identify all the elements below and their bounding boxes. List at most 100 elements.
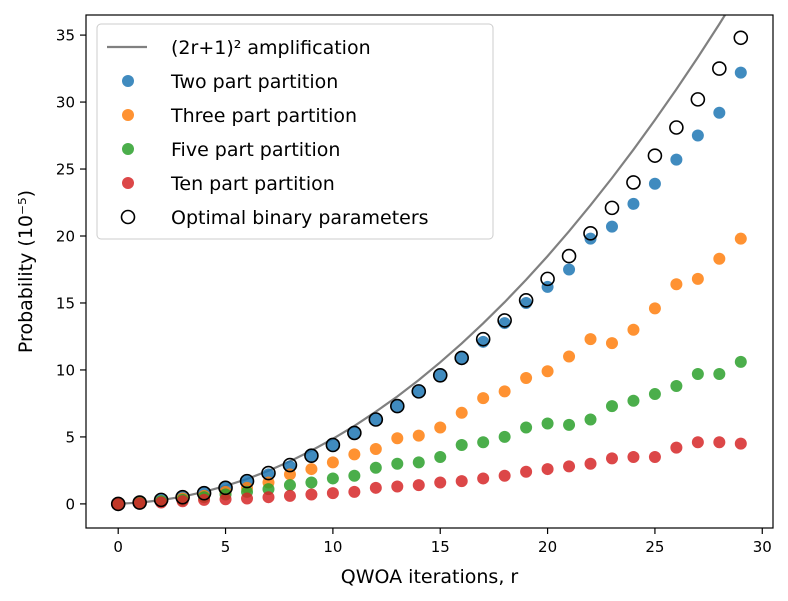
series-4-point: [391, 480, 404, 493]
series-2-point: [305, 463, 318, 476]
series-1-point: [455, 351, 468, 364]
optimal-point: [196, 485, 212, 501]
series-4-point: [262, 491, 275, 504]
series-3-point: [713, 367, 726, 380]
series-2-point: [434, 421, 447, 434]
y-tick-label: 35: [56, 27, 75, 45]
series-3-point: [369, 461, 382, 474]
optimal-point: [518, 292, 534, 308]
series-1-point: [605, 220, 618, 233]
series-4-point: [348, 485, 361, 498]
y-tick-label: 20: [56, 228, 75, 246]
optimal-point: [218, 480, 233, 496]
optimal-point: [733, 30, 749, 46]
optimal-point: [261, 465, 276, 481]
series-4-point: [584, 457, 597, 470]
series-3-point: [498, 430, 511, 443]
series-4-point: [498, 469, 511, 482]
optimal-point: [604, 200, 620, 216]
series-3-point: [584, 413, 597, 426]
series-4-point: [541, 463, 554, 476]
series-3-point: [734, 355, 747, 368]
series-1-point: [326, 438, 339, 451]
optimal-point: [454, 350, 470, 366]
series-1-point: [391, 400, 404, 413]
data-layer: [110, 15, 749, 512]
optimal-point: [282, 457, 298, 473]
series-2-point: [713, 252, 726, 265]
series-4-point: [455, 475, 468, 488]
series-2-point: [648, 302, 661, 315]
x-tick-label: 30: [753, 538, 772, 556]
series-4-point: [477, 472, 490, 485]
x-tick-label: 5: [221, 538, 231, 556]
legend-marker: [122, 177, 134, 189]
series-1-point: [734, 66, 747, 79]
optimal-point: [475, 331, 491, 347]
series-3-point: [412, 456, 425, 469]
series-2-point: [605, 337, 618, 350]
series-3-point: [670, 380, 683, 393]
series-4-point: [412, 479, 425, 492]
series-3-point: [691, 367, 704, 380]
legend-marker: [122, 143, 134, 155]
optimal-point: [132, 495, 147, 510]
series-3-point: [477, 436, 490, 449]
series-1-point: [670, 153, 683, 166]
optimal-point: [304, 448, 319, 463]
legend-box: [96, 23, 494, 240]
series-4-point: [648, 451, 661, 464]
optimal-point: [347, 425, 362, 441]
series-2-point: [477, 392, 490, 405]
series-2-point: [691, 272, 704, 285]
series-4-point: [713, 436, 726, 449]
series-4-point: [305, 488, 318, 501]
series-3-point: [541, 417, 554, 430]
series-4-point: [520, 465, 533, 478]
series-1-point: [434, 369, 447, 382]
series-3-point: [391, 457, 404, 470]
series-2-point: [455, 406, 468, 419]
series-2-point: [627, 323, 640, 336]
series-4-point: [605, 452, 618, 465]
series-4-point: [176, 495, 189, 508]
y-axis-label: Probability (10⁻⁵): [15, 190, 37, 353]
series-1-point: [713, 106, 726, 119]
series-4-point: [133, 497, 146, 510]
optimal-point: [432, 368, 448, 383]
legend-label: (2r+1)² amplification: [171, 37, 371, 59]
x-tick-label: 25: [645, 538, 664, 556]
x-tick-label: 0: [113, 538, 123, 556]
optimal-point: [153, 492, 169, 508]
y-tick-label: 15: [56, 294, 75, 312]
legend-marker: [122, 109, 134, 121]
series-3-point: [326, 472, 339, 485]
x-tick-label: 10: [323, 538, 342, 556]
series-4-point: [283, 489, 296, 502]
series-3-point: [434, 451, 447, 464]
series-4-point: [734, 437, 747, 450]
legend-label: Two part partition: [170, 71, 338, 93]
series-2-point: [563, 350, 576, 363]
optimal-point: [561, 248, 577, 264]
series-2-point: [369, 442, 382, 455]
optimal-point: [712, 61, 727, 76]
series-1-point: [563, 263, 576, 276]
series-2-point: [670, 278, 683, 291]
series-1-point: [584, 232, 597, 245]
series-4-point: [691, 436, 704, 449]
optimal-point: [325, 437, 341, 453]
y-tick-label: 10: [56, 361, 75, 379]
series-3-point: [348, 469, 361, 482]
series-4-point: [434, 476, 447, 489]
series-2-point: [348, 448, 361, 461]
series-2-point: [734, 232, 747, 245]
legend-label: Optimal binary parameters: [171, 207, 429, 229]
axis-ticks: 0 5 10 15 20 25 30 0 5 10 15 20 25 30 35: [56, 27, 772, 556]
series-3-point: [520, 421, 533, 434]
series-3-point: [605, 400, 618, 413]
series-1-point: [305, 449, 318, 462]
y-tick-label: 0: [65, 495, 75, 513]
optimal-point: [110, 496, 126, 512]
y-tick-label: 5: [65, 428, 75, 446]
